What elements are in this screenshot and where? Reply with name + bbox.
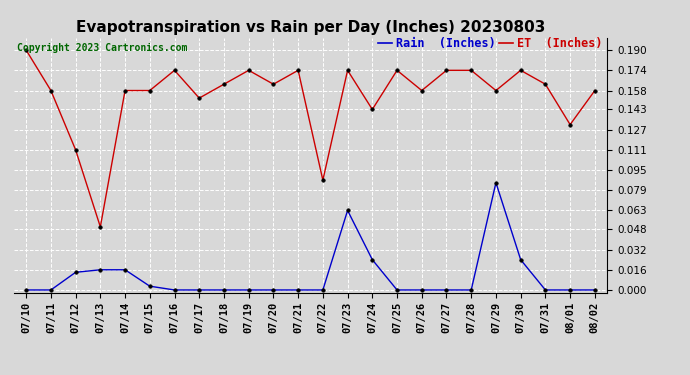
Text: Copyright 2023 Cartronics.com: Copyright 2023 Cartronics.com	[17, 43, 187, 52]
Title: Evapotranspiration vs Rain per Day (Inches) 20230803: Evapotranspiration vs Rain per Day (Inch…	[76, 20, 545, 35]
Legend: Rain  (Inches), ET  (Inches): Rain (Inches), ET (Inches)	[373, 32, 607, 55]
